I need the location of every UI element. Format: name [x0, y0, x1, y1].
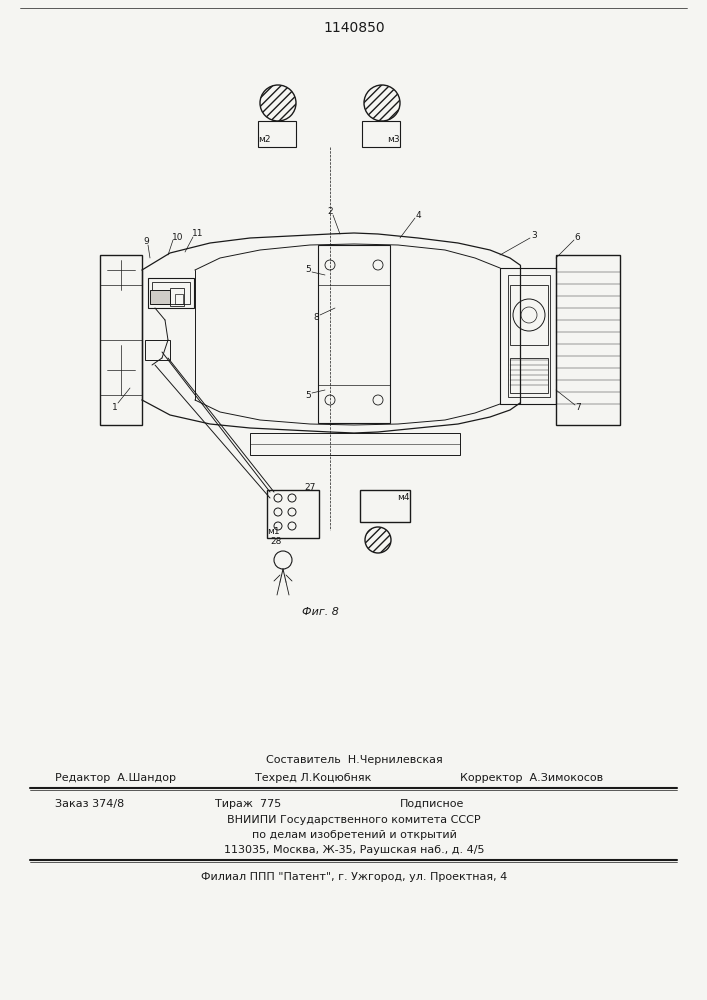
- Bar: [500, 268, 556, 404]
- Text: м1: м1: [267, 528, 280, 536]
- Bar: [258, 121, 296, 147]
- Text: Фиг. 8: Фиг. 8: [302, 607, 339, 617]
- Text: 1: 1: [112, 402, 118, 412]
- Bar: [175, 294, 183, 304]
- Text: м2: м2: [258, 134, 271, 143]
- Text: Составитель  Н.Чернилевская: Составитель Н.Чернилевская: [266, 755, 443, 765]
- Bar: [152, 282, 190, 304]
- Bar: [510, 358, 548, 393]
- Bar: [250, 433, 460, 455]
- Bar: [318, 245, 390, 423]
- Text: 4: 4: [415, 211, 421, 220]
- Text: 3: 3: [531, 231, 537, 239]
- Bar: [100, 255, 142, 425]
- Bar: [148, 278, 194, 308]
- Text: Подписное: Подписное: [400, 799, 464, 809]
- Text: по делам изобретений и открытий: по делам изобретений и открытий: [252, 830, 457, 840]
- Text: Редактор  А.Шандор: Редактор А.Шандор: [55, 773, 176, 783]
- Text: м3: м3: [387, 134, 400, 143]
- Text: 27: 27: [304, 483, 315, 491]
- Text: Техред Л.Коцюбняк: Техред Л.Коцюбняк: [255, 773, 371, 783]
- Bar: [145, 340, 170, 360]
- Bar: [362, 121, 400, 147]
- Text: 113035, Москва, Ж-35, Раушская наб., д. 4/5: 113035, Москва, Ж-35, Раушская наб., д. …: [223, 845, 484, 855]
- Bar: [150, 290, 170, 304]
- Text: 5: 5: [305, 265, 311, 274]
- Bar: [267, 490, 319, 538]
- Text: Филиал ППП "Патент", г. Ужгород, ул. Проектная, 4: Филиал ППП "Патент", г. Ужгород, ул. Про…: [201, 872, 507, 882]
- Bar: [508, 275, 550, 397]
- Text: 2: 2: [327, 208, 333, 217]
- Text: 10: 10: [173, 232, 184, 241]
- Bar: [360, 490, 410, 522]
- Text: ВНИИПИ Государственного комитета СССР: ВНИИПИ Государственного комитета СССР: [227, 815, 481, 825]
- Text: 9: 9: [143, 237, 149, 246]
- Text: 6: 6: [574, 232, 580, 241]
- Text: 5: 5: [305, 391, 311, 400]
- Text: 28: 28: [270, 538, 281, 546]
- Text: 1140850: 1140850: [323, 21, 385, 35]
- Bar: [556, 255, 620, 425]
- Text: м4: м4: [397, 493, 410, 502]
- Text: 7: 7: [575, 403, 581, 412]
- Bar: [170, 288, 184, 306]
- Bar: [510, 285, 548, 345]
- Text: 8: 8: [313, 314, 319, 322]
- Text: Тираж  775: Тираж 775: [215, 799, 281, 809]
- Text: Заказ 374/8: Заказ 374/8: [55, 799, 124, 809]
- Text: 11: 11: [192, 230, 204, 238]
- Text: Корректор  А.Зимокосов: Корректор А.Зимокосов: [460, 773, 603, 783]
